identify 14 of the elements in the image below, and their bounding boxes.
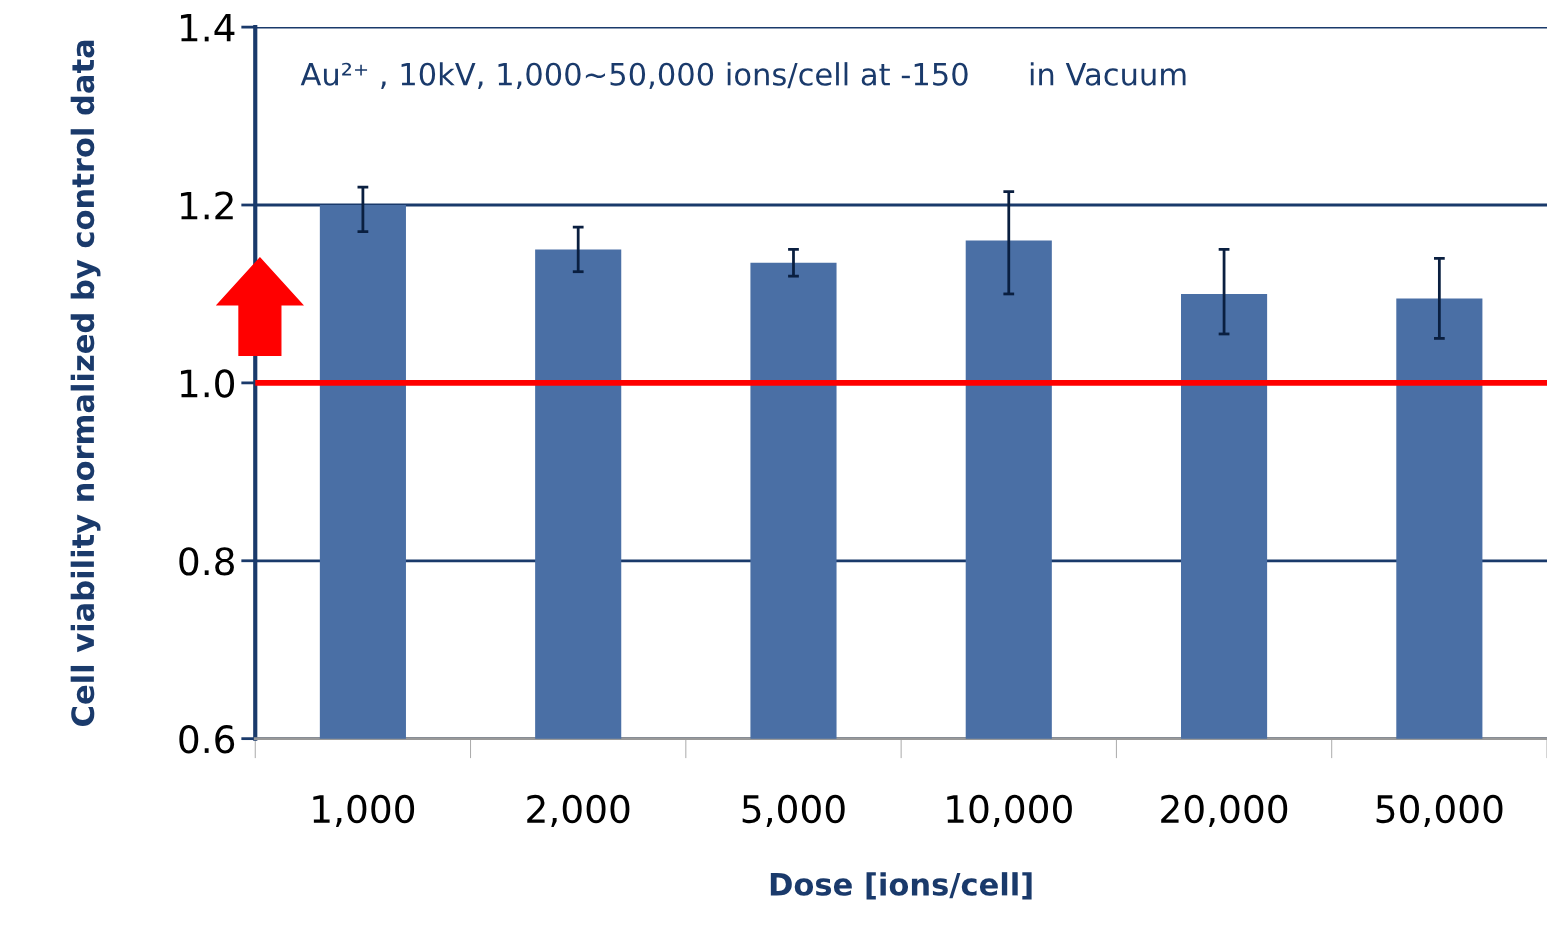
x-tick-label: 10,000	[947, 794, 1072, 828]
x-tick-label: 5,000	[742, 794, 845, 828]
y-tick-label: 1.0	[180, 369, 235, 398]
y-tick-label: 1.4	[180, 14, 235, 42]
x-tick-label: 2,000	[527, 794, 630, 828]
y-tick-label: 1.2	[180, 191, 233, 220]
x-tick-label: 1,000	[313, 794, 415, 828]
x-tick-label: 20,000	[1161, 794, 1288, 828]
y-axis-title: Cell viability normalized by control data	[70, 40, 101, 726]
text: Au²⁺ , 10kV, 1,000~50,000 ions/cell at -150 in Vacuum	[300, 62, 1186, 89]
y-tick-label: 0.8	[179, 547, 234, 576]
x-axis-title: Dose [ions/cell]	[770, 872, 1032, 900]
y-tick-label: 0.6	[179, 725, 235, 754]
x-tick-label: 50,000	[1376, 794, 1503, 828]
